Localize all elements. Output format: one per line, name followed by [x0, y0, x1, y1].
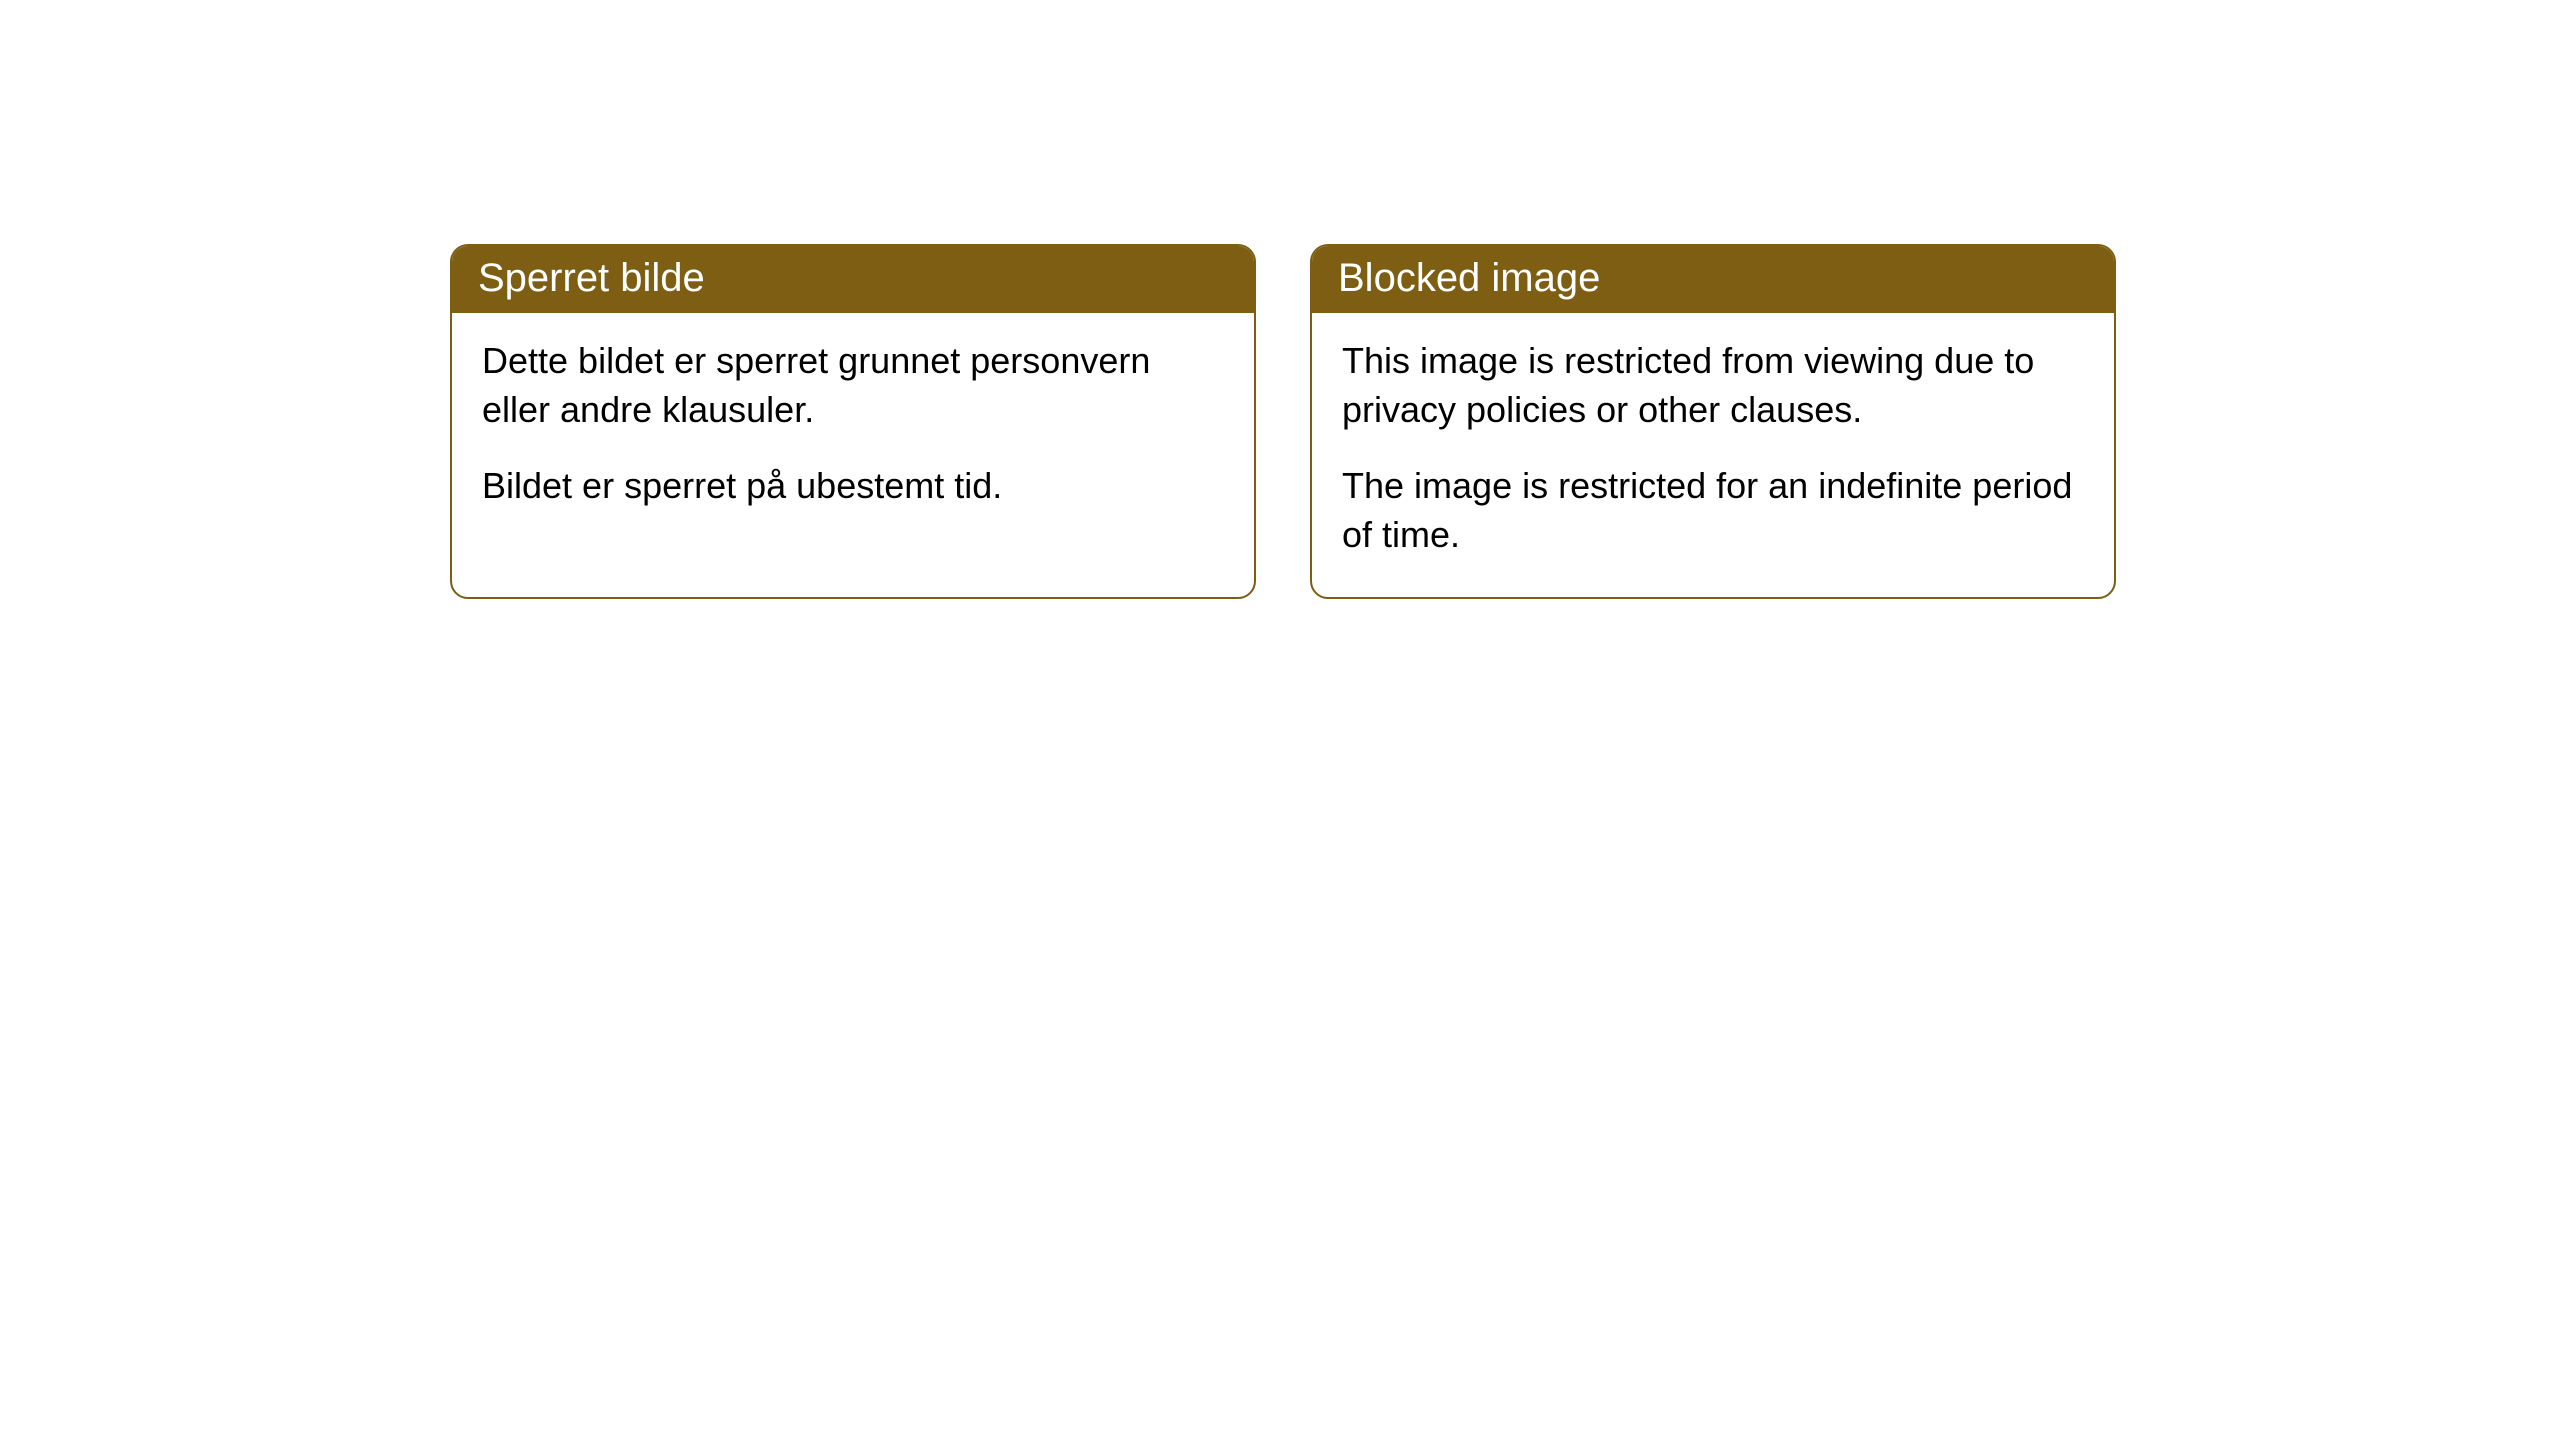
- notice-card-english: Blocked image This image is restricted f…: [1310, 244, 2116, 599]
- card-header: Blocked image: [1312, 246, 2114, 313]
- card-body: This image is restricted from viewing du…: [1312, 313, 2114, 597]
- notice-card-norwegian: Sperret bilde Dette bildet er sperret gr…: [450, 244, 1256, 599]
- card-header: Sperret bilde: [452, 246, 1254, 313]
- card-body: Dette bildet er sperret grunnet personve…: [452, 313, 1254, 549]
- card-paragraph-1: Dette bildet er sperret grunnet personve…: [482, 337, 1224, 434]
- card-paragraph-1: This image is restricted from viewing du…: [1342, 337, 2084, 434]
- card-title: Blocked image: [1338, 256, 1600, 300]
- card-paragraph-2: The image is restricted for an indefinit…: [1342, 462, 2084, 559]
- notice-cards-container: Sperret bilde Dette bildet er sperret gr…: [450, 244, 2116, 599]
- card-title: Sperret bilde: [478, 256, 705, 300]
- card-paragraph-2: Bildet er sperret på ubestemt tid.: [482, 462, 1224, 511]
